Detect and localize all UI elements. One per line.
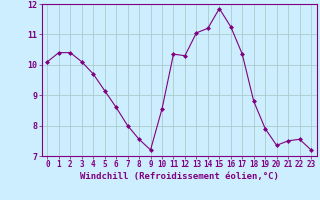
X-axis label: Windchill (Refroidissement éolien,°C): Windchill (Refroidissement éolien,°C) xyxy=(80,172,279,181)
